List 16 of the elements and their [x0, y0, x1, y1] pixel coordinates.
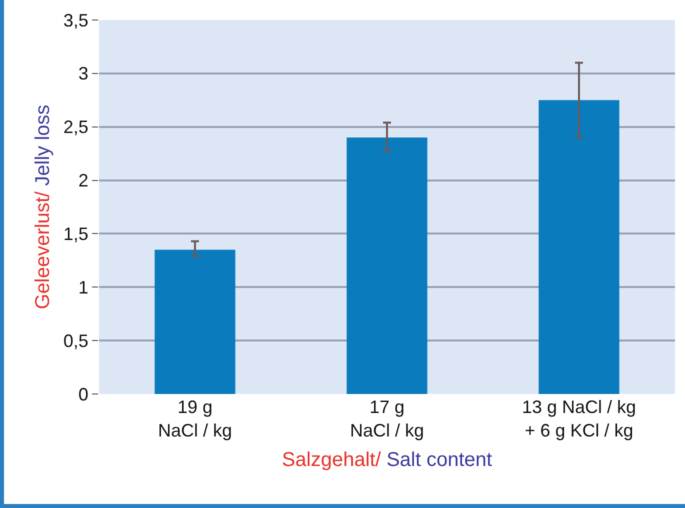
y-tick-label: 2 — [78, 170, 88, 191]
y-tick-label: 1 — [78, 277, 88, 298]
y-tick-label: 3,5 — [63, 10, 88, 30]
y-tick-label: 0,5 — [63, 330, 88, 351]
y-tick-label: 1,5 — [63, 224, 88, 244]
bar — [346, 138, 428, 394]
x-axis-title: Salzgehalt/ Salt content — [282, 448, 493, 471]
bar — [538, 100, 620, 394]
y-tick-label: 3 — [78, 64, 88, 84]
y-tick-label: 2,5 — [63, 117, 88, 138]
y-tick-label: 0 — [78, 384, 88, 404]
x-tick-label: 17 g NaCl / kg — [350, 397, 424, 440]
y-axis-title: Geleeverlust/ Jelly loss — [32, 104, 54, 310]
x-tick-label: 13 g NaCl / kg + 6 g KCl / kg — [522, 397, 636, 440]
x-tick-label: 19 g NaCl / kg — [158, 397, 232, 440]
bar — [154, 250, 236, 394]
